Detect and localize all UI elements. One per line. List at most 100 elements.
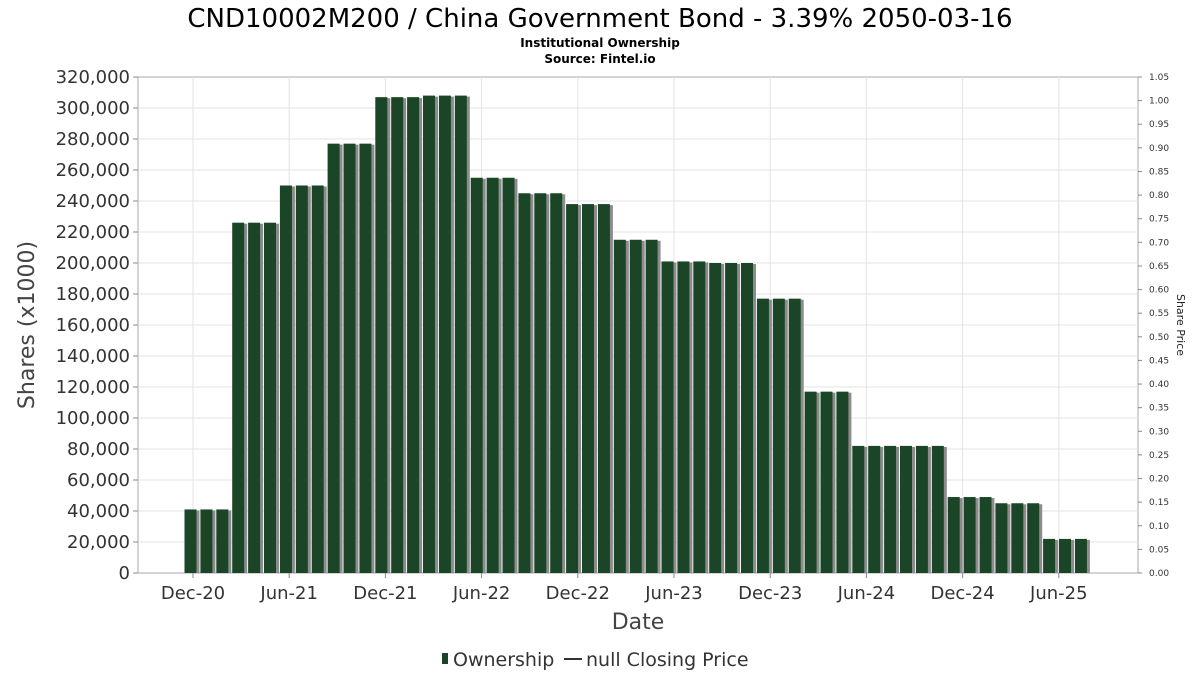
bar (248, 222, 261, 573)
bar (645, 239, 658, 573)
y2-tick-label: 0.70 (1149, 238, 1169, 248)
bar (264, 222, 276, 573)
y2-tick-label: 0.35 (1149, 404, 1169, 414)
bar (1059, 538, 1071, 573)
x-tick-label: Dec-21 (353, 583, 417, 604)
bar (232, 222, 245, 573)
x-tick-label: Jun-24 (837, 583, 896, 604)
y2-tick-label: 0.95 (1149, 120, 1169, 130)
bar (486, 177, 499, 573)
y-axis-label: Shares (x1000) (15, 241, 40, 409)
bar (311, 185, 324, 573)
bar (725, 263, 738, 573)
y2-tick-label: 0.10 (1149, 522, 1169, 532)
bar (804, 391, 817, 573)
bar (852, 445, 865, 573)
bar (613, 239, 626, 573)
bar (947, 497, 960, 573)
bar (454, 95, 467, 573)
y-tick-label: 280,000 (56, 129, 130, 150)
bar (1027, 503, 1040, 573)
y-tick-label: 140,000 (56, 346, 130, 367)
x-tick-label: Jun-21 (259, 583, 318, 604)
y-tick-label: 200,000 (56, 253, 130, 274)
legend-ownership-label: Ownership (453, 649, 554, 671)
bar (597, 204, 610, 573)
y2-tick-label: 0.80 (1149, 191, 1169, 201)
bar (359, 143, 372, 573)
bar (470, 177, 483, 573)
y2-tick-label: 0.75 (1149, 215, 1169, 225)
y2-tick-label: 0.20 (1149, 475, 1169, 485)
y-tick-label: 0 (119, 563, 130, 584)
y-tick-label: 20,000 (67, 532, 130, 553)
y2-axis-label: Share Price (1174, 294, 1187, 356)
x-tick-label: Dec-23 (738, 583, 802, 604)
bar (868, 445, 881, 573)
y2-tick-label: 0.15 (1149, 498, 1169, 508)
bar (391, 97, 404, 574)
bar (1043, 538, 1056, 573)
y-tick-label: 160,000 (56, 315, 130, 336)
bar (184, 509, 197, 573)
bars (184, 95, 1090, 574)
y-tick-label: 300,000 (56, 98, 130, 119)
chart-subtitle-2: Source: Fintel.io (544, 52, 655, 66)
legend-ownership-swatch (442, 653, 448, 664)
y2-tick-label: 0.25 (1149, 451, 1169, 461)
bar (518, 193, 531, 573)
bar (995, 503, 1008, 573)
y-tick-label: 40,000 (67, 501, 130, 522)
bar (1074, 538, 1087, 573)
bar (502, 177, 515, 573)
y2-tick-label: 0.40 (1149, 380, 1169, 390)
bar (931, 445, 944, 573)
y2-tick-label: 1.05 (1149, 73, 1169, 83)
y-tick-label: 220,000 (56, 222, 130, 243)
bar (279, 185, 292, 573)
bar (709, 263, 722, 573)
y2-tick-label: 0.45 (1149, 356, 1169, 366)
bar (295, 185, 308, 573)
bar (582, 204, 594, 573)
bar (772, 298, 785, 573)
bar (900, 445, 912, 573)
bar (327, 143, 340, 573)
bar (788, 298, 801, 573)
bar (343, 143, 356, 573)
y-tick-label: 60,000 (67, 470, 130, 491)
y2-tick-label: 0.55 (1149, 309, 1169, 319)
x-axis-ticks: Dec-20 Jun-21 Dec-21 Jun-22 Dec-22 Jun-23 Dec-… (161, 573, 1088, 604)
bar (661, 261, 674, 573)
y2-tick-label: 0.05 (1149, 545, 1169, 555)
bar (963, 497, 976, 573)
y-tick-label: 260,000 (56, 160, 130, 181)
y-tick-label: 100,000 (56, 408, 130, 429)
bar (534, 193, 547, 573)
y-tick-label: 120,000 (56, 377, 130, 398)
bar (407, 97, 420, 574)
y2-tick-label: 0.00 (1149, 569, 1169, 579)
y2-tick-label: 0.65 (1149, 262, 1169, 272)
bar (566, 204, 579, 573)
bar (820, 391, 833, 573)
y2-tick-label: 0.85 (1149, 167, 1169, 177)
y-axis-ticks: 0 20,000 40,000 60,000 80,000 100,000 120,000 1… (56, 67, 138, 584)
y2-tick-label: 1.00 (1149, 97, 1169, 107)
bar (741, 263, 753, 573)
x-tick-label: Dec-20 (161, 583, 225, 604)
y2-tick-label: 0.50 (1149, 333, 1169, 343)
x-tick-label: Dec-22 (546, 583, 610, 604)
x-tick-label: Dec-24 (930, 583, 994, 604)
bar (756, 298, 769, 573)
y2-axis-ticks: 0.00 0.05 0.10 0.15 0.20 0.25 0.30 0.35 0.40 0.45… (1138, 73, 1169, 579)
bar (693, 261, 706, 573)
bar (1011, 503, 1024, 573)
bar (629, 239, 642, 573)
y-tick-label: 240,000 (56, 191, 130, 212)
chart-subtitle-1: Institutional Ownership (520, 36, 680, 50)
bar (836, 391, 849, 573)
x-tick-label: Jun-25 (1029, 583, 1088, 604)
legend-price-label: null Closing Price (586, 649, 749, 671)
